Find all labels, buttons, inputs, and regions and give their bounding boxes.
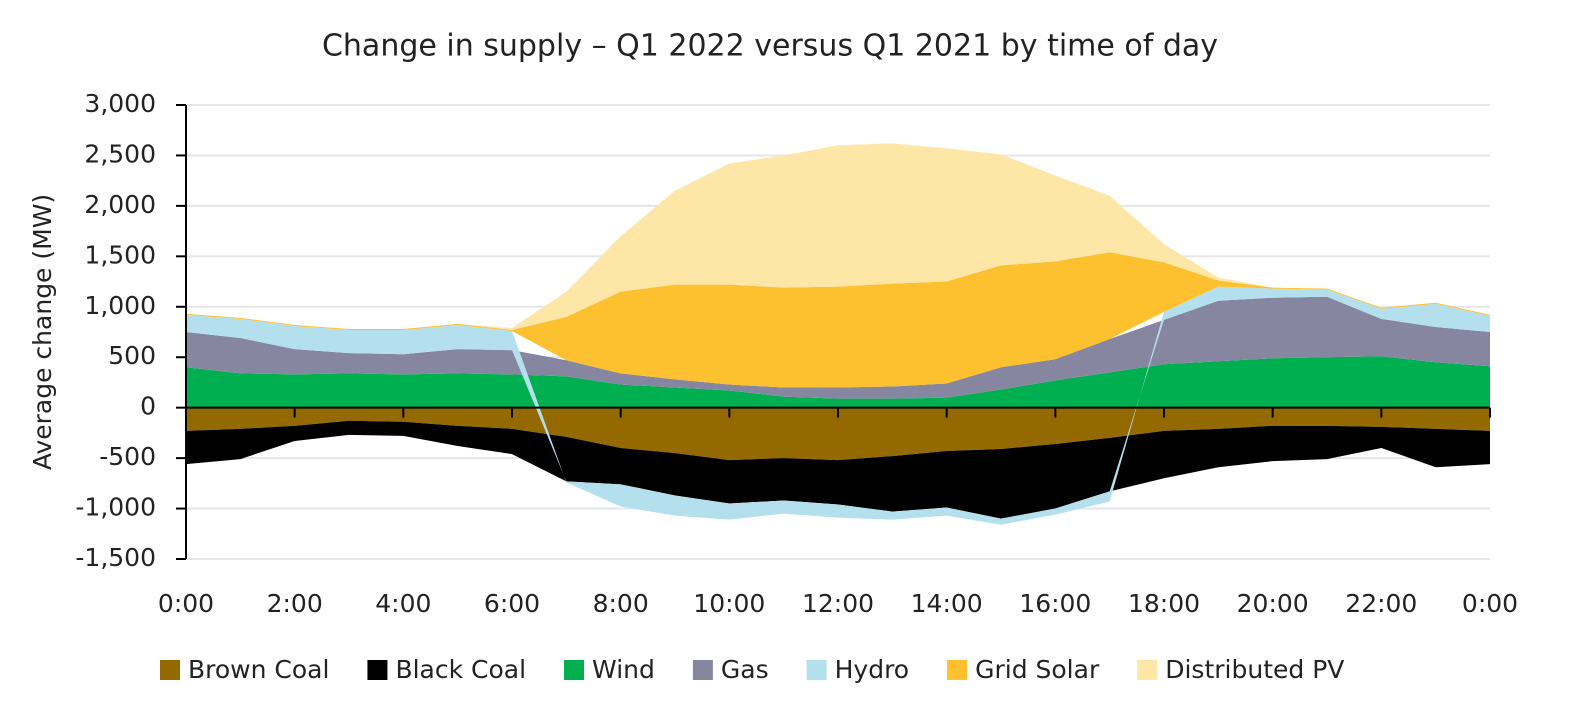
x-tick-label: 0:00 [1462, 589, 1518, 618]
x-tick-label: 6:00 [484, 589, 540, 618]
area [186, 296, 1490, 399]
area [186, 252, 1490, 388]
legend-swatch [806, 660, 827, 680]
legend-swatch [947, 660, 968, 680]
x-tick-label: 18:00 [1128, 589, 1200, 618]
y-tick-label: 3,000 [84, 89, 156, 118]
y-tick-label: -1,500 [75, 543, 156, 572]
y-tick-label: 1,000 [84, 291, 156, 320]
x-tick-label: 20:00 [1237, 589, 1309, 618]
y-tick-label: 500 [108, 341, 156, 370]
legend-label: Distributed PV [1165, 655, 1344, 684]
legend-swatch [367, 660, 388, 680]
area [186, 143, 1490, 330]
area [186, 407, 1490, 461]
area [186, 420, 1490, 519]
legend-label: Brown Coal [188, 655, 329, 684]
x-tick-label: 14:00 [911, 589, 983, 618]
legend-swatch [1137, 660, 1158, 680]
x-tick-label: 8:00 [593, 589, 649, 618]
y-tick-label: 1,500 [84, 240, 156, 269]
legend-label: Hydro [835, 655, 910, 684]
x-tick-label: 22:00 [1345, 589, 1417, 618]
legend-swatch [160, 660, 180, 680]
y-tick-label: 2,000 [84, 190, 156, 219]
legend-label: Grid Solar [975, 655, 1100, 684]
y-axis-label: Average change (MW) [28, 194, 57, 470]
x-tick-label: 2:00 [267, 589, 323, 618]
chart-title: Change in supply – Q1 2022 versus Q1 202… [322, 29, 1218, 64]
x-tick-label: 0:00 [158, 589, 214, 618]
x-tick-label: 16:00 [1019, 589, 1091, 618]
legend-label: Gas [721, 655, 769, 684]
x-tick-label: 4:00 [375, 589, 431, 618]
legend-label: Black Coal [395, 655, 526, 684]
area [186, 286, 1490, 525]
legend-swatch [564, 660, 585, 680]
area [186, 356, 1490, 408]
x-tick-label: 12:00 [802, 589, 874, 618]
y-tick-label: -1,000 [75, 493, 156, 522]
legend-swatch [692, 660, 713, 680]
y-tick-label: 2,500 [84, 139, 156, 168]
y-tick-label: 0 [140, 392, 156, 421]
x-tick-label: 10:00 [693, 589, 765, 618]
y-tick-label: -500 [99, 442, 156, 471]
legend-label: Wind [592, 655, 655, 684]
